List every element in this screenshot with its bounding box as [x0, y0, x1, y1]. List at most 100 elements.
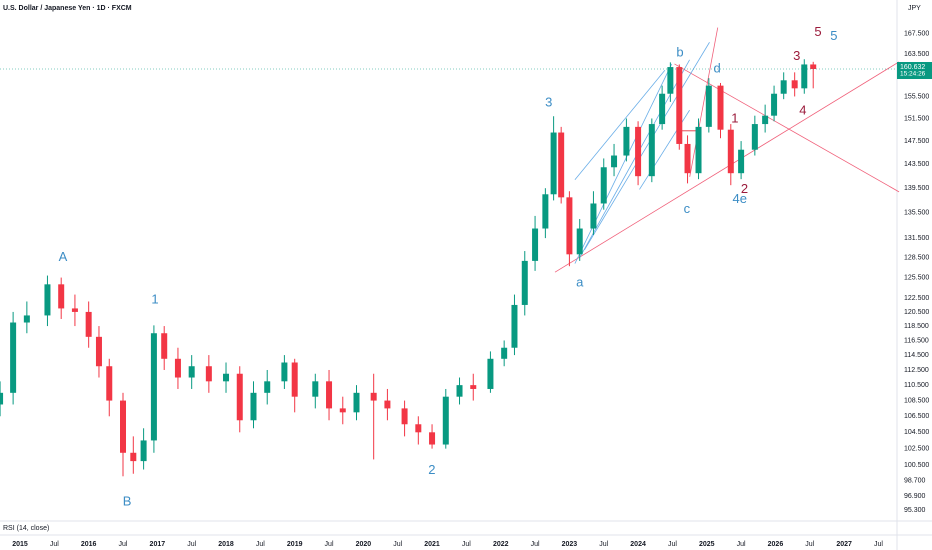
x-tick-label: 2017 [150, 541, 166, 548]
y-tick-label: 120.500 [904, 309, 929, 316]
candle-body [95, 336, 102, 367]
candle-body [511, 304, 518, 348]
wave-label: 4 [799, 103, 806, 118]
candle-body [532, 228, 539, 261]
wave-label: d [713, 61, 720, 76]
candle-body [780, 80, 787, 94]
x-tick-label: Jul [599, 541, 608, 548]
x-tick-label: Jul [668, 541, 677, 548]
candle-body [521, 260, 528, 305]
candle-body [312, 381, 319, 397]
price-tag-countdown: 15:24:26 [900, 71, 926, 78]
x-tick-label: 2024 [630, 541, 646, 548]
candle-body [140, 440, 147, 462]
x-tick-label: Jul [805, 541, 814, 548]
wave-label: 4e [732, 191, 746, 206]
candle-body [635, 126, 642, 177]
x-tick-label: 2023 [562, 541, 578, 548]
wave-label: 1 [731, 110, 738, 125]
candle-body [0, 392, 4, 405]
candle-body [236, 373, 243, 421]
wave-label: 5 [830, 28, 837, 43]
candle-body [542, 194, 549, 229]
x-tick-label: Jul [119, 541, 128, 548]
candle-body [429, 432, 436, 445]
y-tick-label: 128.500 [904, 254, 929, 261]
y-tick-label: 110.500 [904, 382, 929, 389]
x-tick-label: Jul [462, 541, 471, 548]
x-tick-label: Jul [50, 541, 59, 548]
candle-body [791, 80, 798, 89]
y-tick-label: 106.500 [904, 413, 929, 420]
candle-body [415, 424, 422, 433]
candle-body [384, 400, 391, 409]
x-tick-label: Jul [256, 541, 265, 548]
wave-label: A [59, 249, 68, 264]
y-tick-label: 147.500 [904, 138, 929, 145]
trendline [574, 63, 673, 264]
x-tick-label: Jul [874, 541, 883, 548]
wave-label: 5 [814, 24, 821, 39]
candle-body [487, 358, 494, 389]
candle-body [550, 132, 557, 195]
y-tick-label: 100.500 [904, 462, 929, 469]
candle-body [501, 347, 508, 359]
candle-body [58, 284, 65, 309]
candle-body [705, 85, 712, 127]
wave-label: 3 [793, 48, 800, 63]
candle-body [576, 228, 583, 255]
x-tick-label: 2026 [768, 541, 784, 548]
y-tick-label: 96.900 [904, 493, 926, 500]
y-tick-label: 143.500 [904, 161, 929, 168]
wave-label: 2 [741, 181, 748, 196]
candle-body [611, 155, 618, 168]
wave-label: c [684, 201, 691, 216]
candle-body [281, 362, 288, 382]
candle-body [801, 64, 808, 89]
x-tick-label: 2018 [218, 541, 234, 548]
trendline [584, 42, 710, 250]
x-tick-label: 2016 [81, 541, 97, 548]
candle-body [623, 126, 630, 156]
candle-body [667, 67, 674, 94]
y-tick-label: 122.500 [904, 295, 929, 302]
candle-body [456, 385, 463, 397]
symbol-title: U.S. Dollar / Japanese Yen · 1D · FXCM [3, 5, 132, 12]
wave-label: 2 [428, 462, 435, 477]
candle-body [150, 333, 157, 441]
candle-body [205, 366, 212, 382]
candle-body [470, 385, 477, 389]
y-tick-label: 151.500 [904, 115, 929, 122]
y-tick-label: 167.500 [904, 30, 929, 37]
x-tick-label: Jul [737, 541, 746, 548]
y-tick-label: 114.500 [904, 352, 929, 359]
trendline [674, 63, 900, 193]
x-tick-label: 2027 [836, 541, 852, 548]
x-tick-label: Jul [393, 541, 402, 548]
candle-body [10, 322, 17, 393]
wave-label: 1 [151, 292, 158, 307]
y-tick-label: 118.500 [904, 323, 929, 330]
x-tick-label: Jul [531, 541, 540, 548]
candle-body [401, 408, 408, 425]
indicator-label: RSI (14, close) [3, 525, 49, 532]
candle-body [442, 396, 449, 445]
candle-body [771, 93, 778, 116]
trendline [689, 27, 719, 177]
y-tick-label: 139.500 [904, 185, 929, 192]
y-tick-label: 104.500 [904, 429, 929, 436]
candle-body [676, 67, 683, 144]
candle-body [23, 315, 30, 323]
x-tick-label: Jul [325, 541, 334, 548]
candle-body [684, 143, 691, 174]
candle-body [71, 308, 78, 312]
y-tick-label: 116.500 [904, 337, 929, 344]
candle-body [326, 381, 333, 409]
candle-body [590, 203, 597, 229]
candle-body [695, 126, 702, 174]
candle-body [353, 392, 360, 413]
candle-body [762, 115, 769, 125]
candle-body [250, 392, 257, 421]
